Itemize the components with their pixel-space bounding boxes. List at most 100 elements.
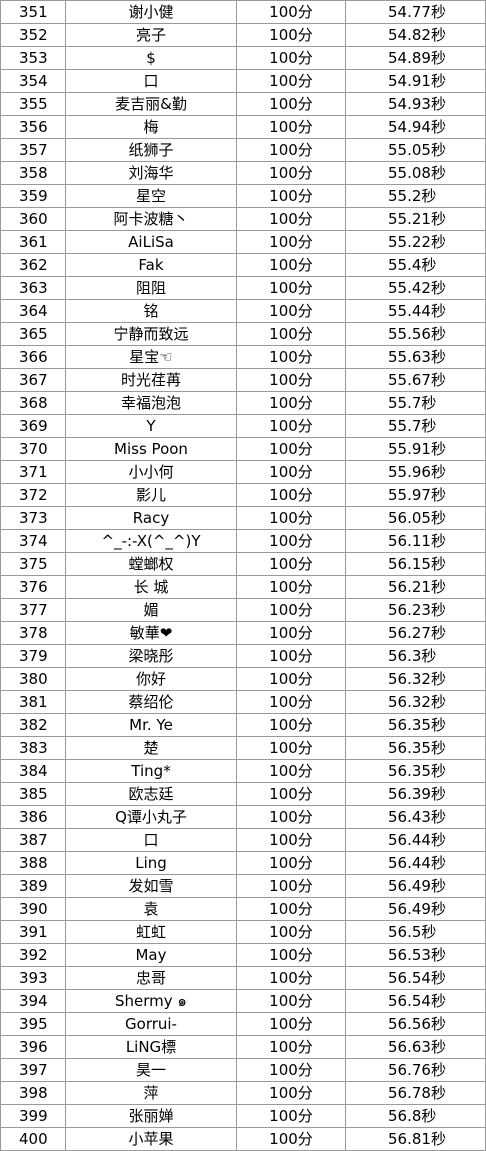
time-cell: 54.89秒 (345, 46, 486, 70)
score-cell: 100分 (236, 920, 346, 944)
time-cell: 56.11秒 (345, 529, 486, 553)
table-row: 385 欧志廷 100分 56.39秒 (0, 782, 486, 806)
score-cell: 100分 (236, 368, 346, 392)
rank-cell: 374 (0, 529, 66, 553)
name-cell: 口 (65, 828, 237, 852)
time-cell: 56.23秒 (345, 598, 486, 622)
table-row: 365 宁静而致远 100分 55.56秒 (0, 322, 486, 346)
rank-cell: 367 (0, 368, 66, 392)
name-cell: ^_-:-X(^_^)Y (65, 529, 237, 553)
time-cell: 56.5秒 (345, 920, 486, 944)
time-cell: 56.35秒 (345, 759, 486, 783)
time-cell: 56.32秒 (345, 690, 486, 714)
score-cell: 100分 (236, 943, 346, 967)
table-row: 353 $100分 54.89秒 (0, 46, 486, 70)
score-cell: 100分 (236, 483, 346, 507)
score-cell: 100分 (236, 713, 346, 737)
time-cell: 56.32秒 (345, 667, 486, 691)
score-cell: 100分 (236, 828, 346, 852)
name-cell: 忠哥 (65, 966, 237, 990)
table-row: 366 星宝☜ 100分 55.63秒 (0, 345, 486, 369)
name-cell: 你好 (65, 667, 237, 691)
score-cell: 100分 (236, 529, 346, 553)
name-cell: 幸福泡泡 (65, 391, 237, 415)
table-row: 391 虹虹 100分 56.5秒 (0, 920, 486, 944)
table-row: 374 ^_-:-X(^_^)Y 100分 56.11秒 (0, 529, 486, 553)
score-cell: 100分 (236, 276, 346, 300)
rank-cell: 363 (0, 276, 66, 300)
rank-cell: 378 (0, 621, 66, 645)
time-cell: 56.35秒 (345, 736, 486, 760)
score-cell: 100分 (236, 138, 346, 162)
name-cell: Gorrui- (65, 1012, 237, 1036)
table-row: 397 昊一 100分 56.76秒 (0, 1058, 486, 1082)
rank-cell: 399 (0, 1104, 66, 1128)
name-cell: Ting* (65, 759, 237, 783)
table-row: 356 梅 100分 54.94秒 (0, 115, 486, 139)
time-cell: 56.49秒 (345, 874, 486, 898)
rank-cell: 389 (0, 874, 66, 898)
rank-cell: 375 (0, 552, 66, 576)
time-cell: 55.97秒 (345, 483, 486, 507)
score-cell: 100分 (236, 851, 346, 875)
score-cell: 100分 (236, 184, 346, 208)
rank-cell: 400 (0, 1127, 66, 1151)
score-cell: 100分 (236, 414, 346, 438)
time-cell: 55.7秒 (345, 391, 486, 415)
name-cell: Q谭小丸子 (65, 805, 237, 829)
time-cell: 56.35秒 (345, 713, 486, 737)
rank-cell: 392 (0, 943, 66, 967)
table-row: 364 铭 100分 55.44秒 (0, 299, 486, 323)
time-cell: 56.43秒 (345, 805, 486, 829)
score-cell: 100分 (236, 92, 346, 116)
time-cell: 56.56秒 (345, 1012, 486, 1036)
name-cell: 媚 (65, 598, 237, 622)
name-cell: 口 (65, 69, 237, 93)
score-cell: 100分 (236, 989, 346, 1013)
name-cell: AiLiSa (65, 230, 237, 254)
table-row: 384 Ting* 100分 56.35秒 (0, 759, 486, 783)
rank-cell: 357 (0, 138, 66, 162)
score-cell: 100分 (236, 46, 346, 70)
score-cell: 100分 (236, 736, 346, 760)
rank-cell: 365 (0, 322, 66, 346)
time-cell: 55.91秒 (345, 437, 486, 461)
rank-cell: 371 (0, 460, 66, 484)
score-cell: 100分 (236, 0, 346, 24)
name-cell: 星宝☜ (65, 345, 237, 369)
score-cell: 100分 (236, 437, 346, 461)
name-cell: 长 城 (65, 575, 237, 599)
rank-cell: 351 (0, 0, 66, 24)
name-cell: 萍 (65, 1081, 237, 1105)
time-cell: 56.44秒 (345, 828, 486, 852)
time-cell: 55.05秒 (345, 138, 486, 162)
name-cell: Y (65, 414, 237, 438)
name-cell: 虹虹 (65, 920, 237, 944)
rank-cell: 356 (0, 115, 66, 139)
rank-cell: 387 (0, 828, 66, 852)
table-row: 351 谢小健 100分 54.77秒 (0, 0, 486, 24)
rank-cell: 369 (0, 414, 66, 438)
table-row: 388 Ling 100分 56.44秒 (0, 851, 486, 875)
table-row: 396 LiNG標 100分 56.63秒 (0, 1035, 486, 1059)
name-cell: 宁静而致远 (65, 322, 237, 346)
score-cell: 100分 (236, 161, 346, 185)
rank-cell: 393 (0, 966, 66, 990)
name-cell: 发如雪 (65, 874, 237, 898)
rank-cell: 358 (0, 161, 66, 185)
name-cell: 刘海华 (65, 161, 237, 185)
time-cell: 56.15秒 (345, 552, 486, 576)
rank-cell: 379 (0, 644, 66, 668)
rank-cell: 364 (0, 299, 66, 323)
name-cell: 时光荏苒 (65, 368, 237, 392)
table-row: 389 发如雪 100分 56.49秒 (0, 874, 486, 898)
time-cell: 54.82秒 (345, 23, 486, 47)
table-row: 383 楚 100分 56.35秒 (0, 736, 486, 760)
rank-cell: 395 (0, 1012, 66, 1036)
score-cell: 100分 (236, 759, 346, 783)
score-cell: 100分 (236, 897, 346, 921)
table-row: 360 阿卡波糖丶 100分 55.21秒 (0, 207, 486, 231)
score-cell: 100分 (236, 322, 346, 346)
table-row: 398 萍 100分 56.78秒 (0, 1081, 486, 1105)
